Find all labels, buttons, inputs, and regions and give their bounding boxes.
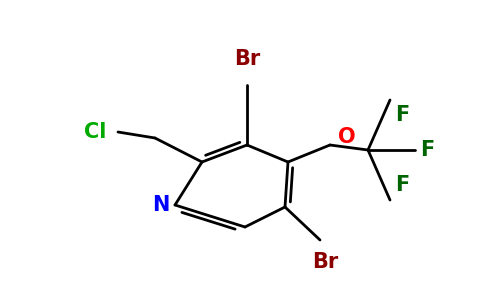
Text: Cl: Cl: [84, 122, 106, 142]
Text: Br: Br: [234, 49, 260, 69]
Text: F: F: [395, 175, 409, 195]
Text: F: F: [420, 140, 434, 160]
Text: O: O: [338, 127, 356, 147]
Text: F: F: [395, 105, 409, 125]
Text: Br: Br: [312, 252, 338, 272]
Text: N: N: [152, 195, 170, 215]
